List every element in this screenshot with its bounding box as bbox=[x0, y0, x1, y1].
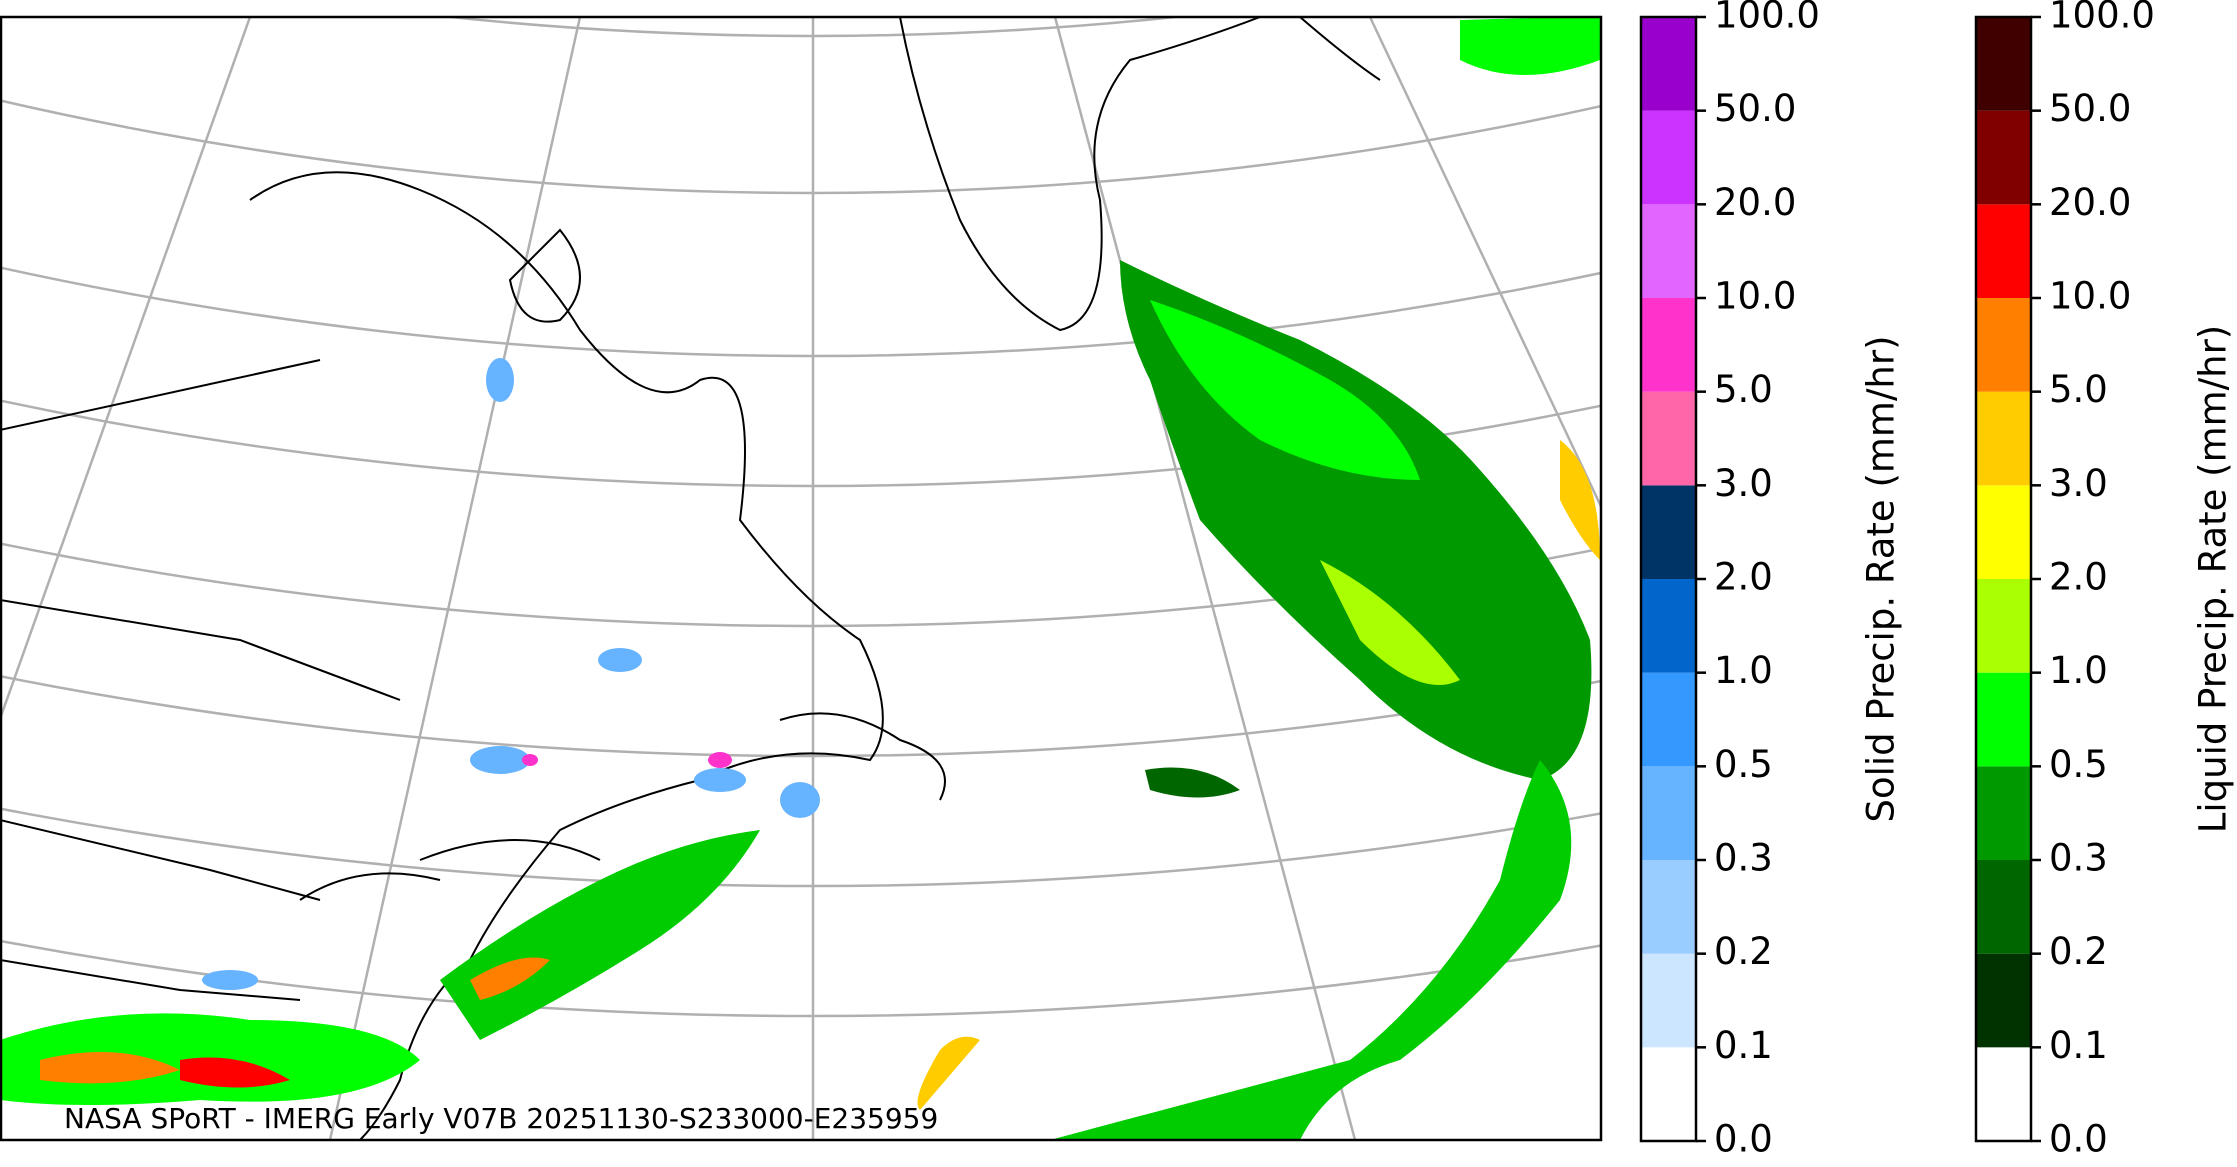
map-frame bbox=[0, 15, 1603, 1142]
colorbar-bin bbox=[1976, 953, 2031, 1048]
map: NASA SPoRT - IMERG Early V07B 20251130-S… bbox=[1, 17, 1601, 1140]
tick-label: 2.0 bbox=[2049, 556, 2108, 599]
colorbar-label: Solid Precip. Rate (mm/hr) bbox=[1860, 335, 1903, 822]
tick-label: 5.0 bbox=[2049, 368, 2108, 411]
tick-label: 0.1 bbox=[2049, 1024, 2108, 1067]
tick-label: 10.0 bbox=[1714, 275, 1796, 318]
colorbar-bin bbox=[1976, 1047, 2031, 1141]
tick-label: 20.0 bbox=[1714, 181, 1796, 224]
tick-label: 20.0 bbox=[2049, 181, 2131, 224]
tick-label: 0.5 bbox=[2049, 743, 2108, 786]
map-caption: NASA SPoRT - IMERG Early V07B 20251130-S… bbox=[64, 1102, 938, 1135]
colorbar-bin bbox=[1976, 204, 2031, 298]
precip-field bbox=[1, 17, 1600, 1140]
tick-label: 0.0 bbox=[2049, 1118, 2108, 1161]
tick-label: 0.2 bbox=[1714, 930, 1773, 973]
colorbar-bin bbox=[1641, 204, 1696, 298]
colorbar-bin bbox=[1641, 860, 1696, 954]
tick-label: 1.0 bbox=[1714, 649, 1773, 692]
tick-label: 3.0 bbox=[2049, 462, 2108, 505]
tick-label: 0.3 bbox=[2049, 837, 2108, 880]
colorbar-bin bbox=[1641, 1047, 1696, 1141]
colorbar-bin bbox=[1976, 766, 2031, 860]
tick-label: 0.1 bbox=[1714, 1024, 1773, 1067]
colorbar-bin bbox=[1976, 110, 2031, 205]
graticule bbox=[1, 17, 1601, 1140]
colorbar-bin bbox=[1641, 110, 1696, 205]
colorbar-bin bbox=[1641, 672, 1696, 767]
colorbar-bin bbox=[1641, 17, 1696, 111]
tick-label: 0.0 bbox=[1714, 1118, 1773, 1161]
coastlines bbox=[1, 17, 1381, 1140]
colorbar-bin bbox=[1976, 672, 2031, 767]
colorbar-label: Liquid Precip. Rate (mm/hr) bbox=[2192, 325, 2235, 834]
tick-label: 0.3 bbox=[1714, 837, 1773, 880]
colorbar-bin bbox=[1976, 17, 2031, 111]
tick-label: 50.0 bbox=[1714, 87, 1796, 130]
colorbar-bin bbox=[1976, 391, 2031, 486]
colorbar-bin bbox=[1641, 953, 1696, 1048]
tick-label: 100.0 bbox=[1714, 0, 1820, 37]
tick-label: 2.0 bbox=[1714, 556, 1773, 599]
colorbar-bin bbox=[1976, 298, 2031, 392]
colorbar-bin bbox=[1641, 391, 1696, 486]
colorbar-bin bbox=[1641, 579, 1696, 673]
colorbar-bin bbox=[1976, 579, 2031, 673]
tick-label: 1.0 bbox=[2049, 649, 2108, 692]
tick-label: 0.2 bbox=[2049, 930, 2108, 973]
tick-label: 3.0 bbox=[1714, 462, 1773, 505]
tick-label: 5.0 bbox=[1714, 368, 1773, 411]
colorbar-bin bbox=[1641, 766, 1696, 860]
colorbar-bin bbox=[1976, 860, 2031, 954]
tick-label: 50.0 bbox=[2049, 87, 2131, 130]
colorbar-bin bbox=[1641, 298, 1696, 392]
colorbar-bin bbox=[1976, 485, 2031, 579]
tick-label: 10.0 bbox=[2049, 275, 2131, 318]
colorbar-bin bbox=[1641, 485, 1696, 579]
tick-label: 0.5 bbox=[1714, 743, 1773, 786]
tick-label: 100.0 bbox=[2049, 0, 2155, 37]
